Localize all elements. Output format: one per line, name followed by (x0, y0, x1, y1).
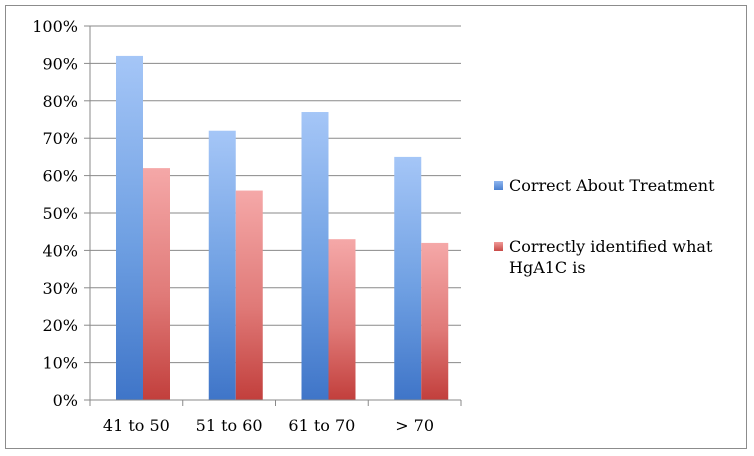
y-tick-label: 50% (42, 204, 78, 223)
y-tick-label: 0% (53, 391, 78, 410)
y-tick-label: 10% (42, 354, 78, 373)
bar-correctly-identified-hga1c-3 (421, 242, 449, 400)
x-tick-label: 41 to 50 (103, 416, 170, 435)
bar-chart: 0% 10% 20% 30% 40% 50% 60% 70% 80% 90% 100% 41 to … (32, 17, 715, 435)
bar-correct-about-treatment-0 (116, 55, 143, 401)
legend-swatch (494, 242, 503, 251)
bar-correct-about-treatment-1 (208, 130, 236, 400)
y-tick-label: 30% (42, 279, 78, 298)
y-tick-label: 90% (42, 54, 78, 73)
y-axis-ticks: 0% 10% 20% 30% 40% 50% 60% 70% 80% 90% 100% (32, 17, 90, 410)
x-tick-label: > 70 (395, 416, 434, 435)
bar-correctly-identified-hga1c-0 (143, 168, 170, 400)
y-tick-label: 100% (32, 17, 78, 36)
chart-frame: 0% 10% 20% 30% 40% 50% 60% 70% 80% 90% 100% 41 to … (5, 5, 747, 449)
x-tick-label: 61 to 70 (288, 416, 355, 435)
y-tick-label: 60% (42, 167, 78, 186)
legend-label: Correct About Treatment (509, 176, 715, 195)
y-tick-label: 40% (42, 241, 78, 260)
bar-correctly-identified-hga1c-1 (235, 190, 263, 400)
legend: Correct About Treatment Correctly identif… (494, 176, 715, 277)
y-tick-label: 80% (42, 92, 78, 111)
x-tick-label: 51 to 60 (196, 416, 263, 435)
legend-label: Correctly identified what (509, 237, 713, 256)
x-axis-ticks: 41 to 50 51 to 60 61 to 70 > 70 (89, 400, 462, 435)
bar-correct-about-treatment-3 (394, 156, 422, 400)
y-tick-label: 70% (42, 129, 78, 148)
bars (116, 55, 449, 401)
legend-swatch (494, 181, 503, 190)
bar-correctly-identified-hga1c-2 (328, 239, 356, 400)
legend-label: HgA1C is (509, 258, 586, 277)
bar-correct-about-treatment-2 (301, 112, 329, 401)
y-tick-label: 20% (42, 316, 78, 335)
